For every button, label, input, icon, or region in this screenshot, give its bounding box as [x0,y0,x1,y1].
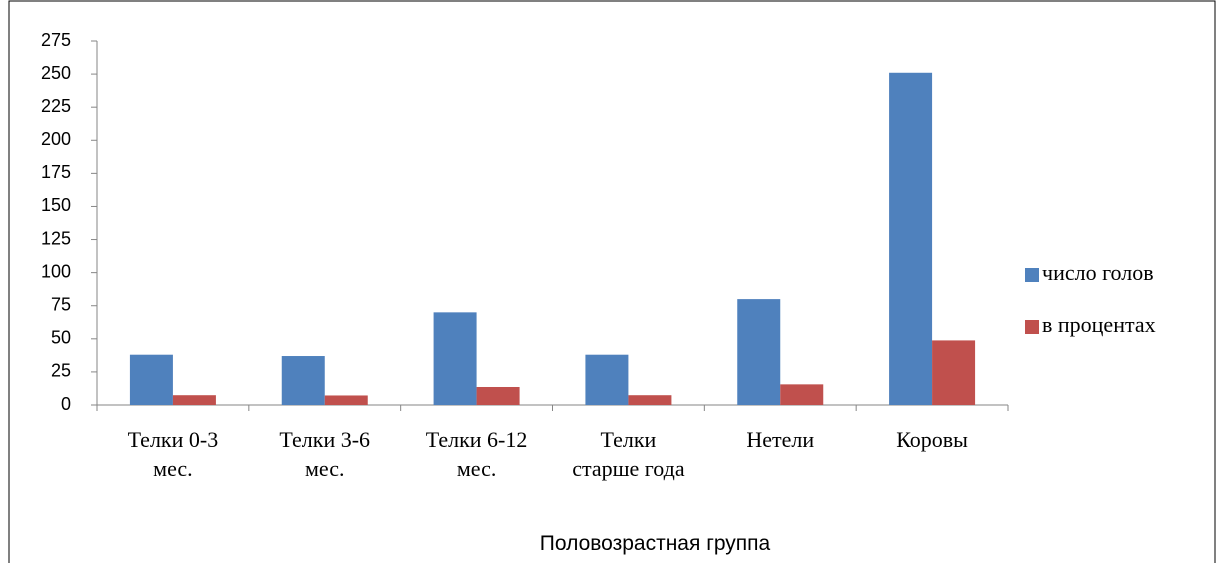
legend-swatch [1025,268,1039,282]
x-tick-label: Телки 0-3 мес. [127,427,219,481]
bar [281,356,325,405]
y-tick-label: 125 [41,228,71,248]
bar [433,312,477,405]
bar [476,386,520,405]
frame [8,0,1216,563]
legend-label: в процентах [1042,312,1156,337]
bar [324,395,368,405]
bar [737,299,781,405]
x-axis-title: Половозрастная группа [539,532,771,555]
y-tick-label: 175 [41,162,71,182]
x-tick-label: Нетели [746,427,815,452]
bar [585,354,629,405]
x-tick-label: Телки 3-6 мес. [279,427,371,481]
y-tick-label: 100 [41,261,71,281]
y-tick-label: 275 [41,30,71,50]
y-tick-label: 75 [51,294,71,314]
legend-label: число голов [1042,260,1154,285]
bar [932,340,976,405]
y-tick-label: 25 [51,361,71,381]
y-tick-label: 200 [41,129,71,149]
y-tick-label: 250 [41,63,71,83]
y-tick-label: 50 [51,328,71,348]
legend-swatch [1025,320,1039,334]
y-tick-label: 150 [41,195,71,215]
bar [628,395,672,405]
bar [780,384,824,405]
bar [889,72,933,405]
x-tick-label: Телки старше года [572,427,685,481]
x-tick-label: Телки 6-12 мес. [425,427,528,481]
x-tick-label: Коровы [896,427,968,452]
bar [129,354,173,405]
bar [172,395,216,405]
y-tick-label: 225 [41,96,71,116]
y-tick-label: 0 [61,394,71,414]
